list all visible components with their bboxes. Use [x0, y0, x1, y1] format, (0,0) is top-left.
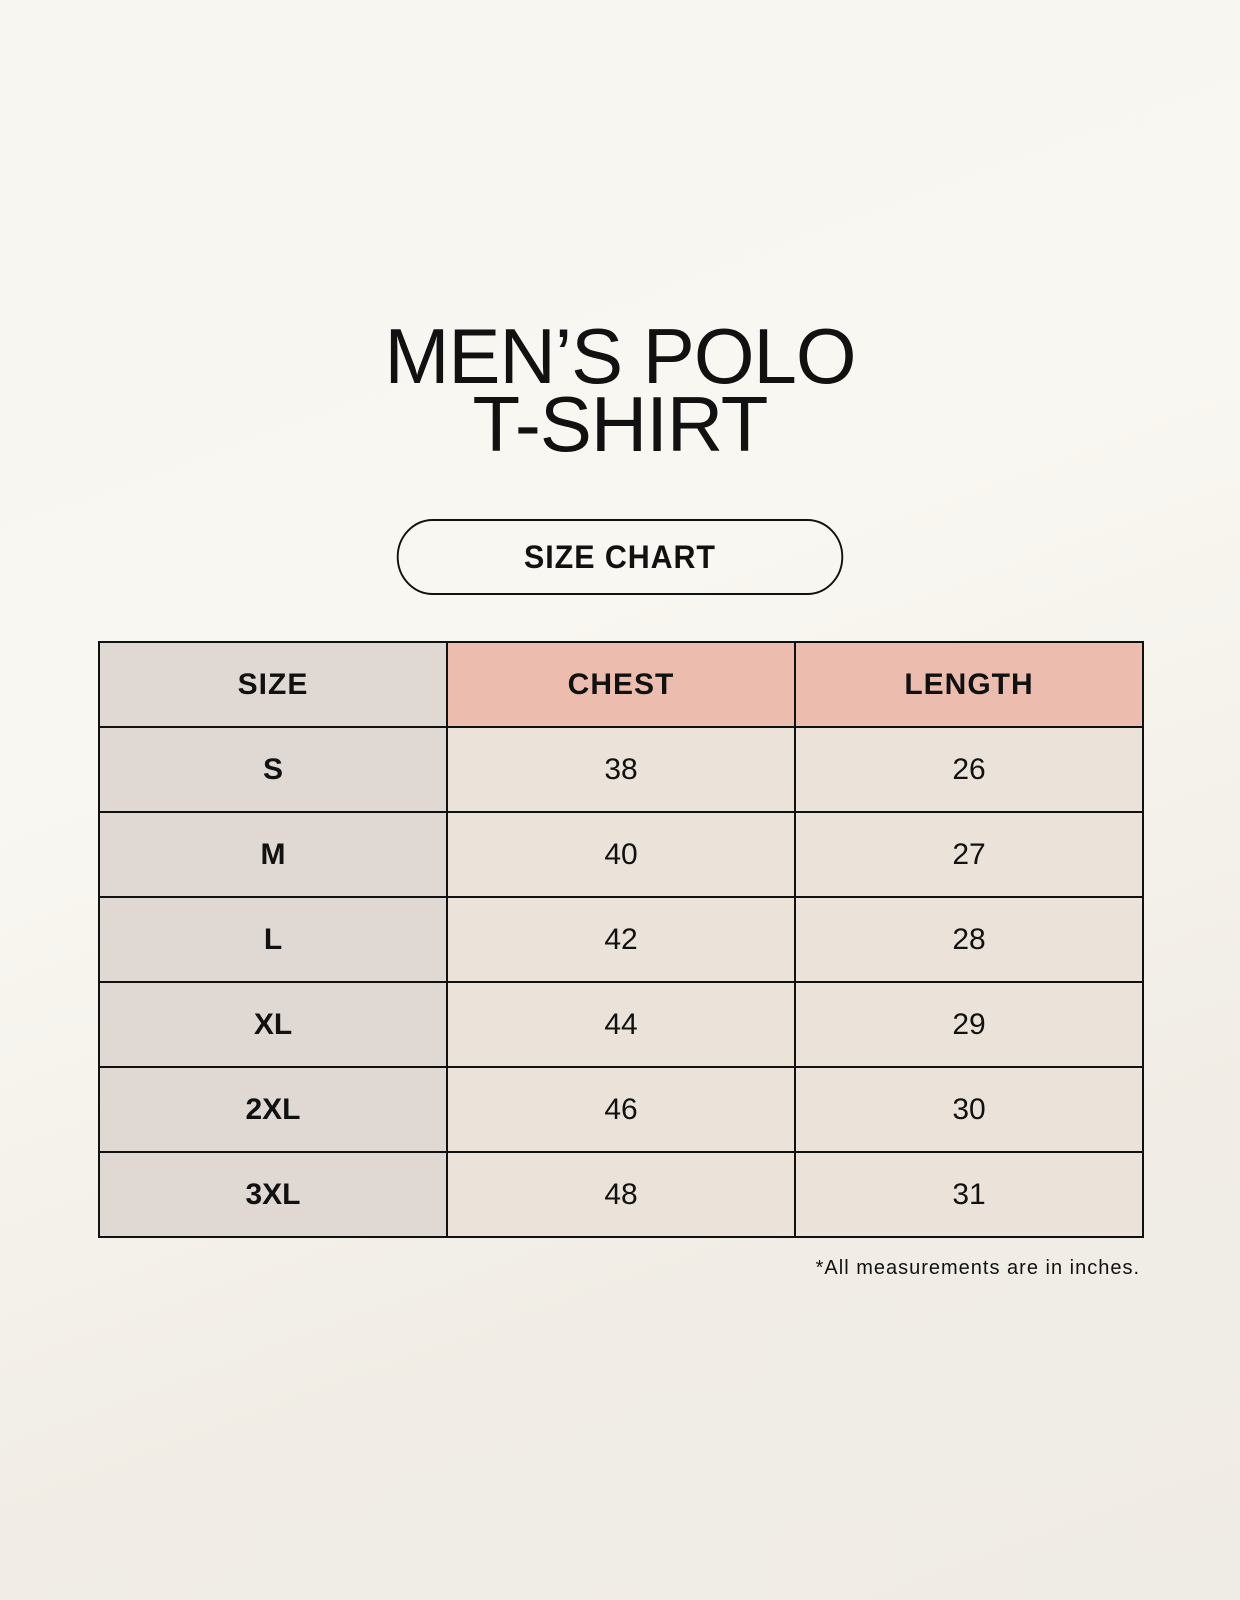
cell-chest: 40: [446, 811, 796, 898]
table-row: XL 44 29: [98, 981, 1144, 1068]
cell-chest: 48: [446, 1151, 796, 1238]
cell-chest: 46: [446, 1066, 796, 1153]
cell-size: L: [98, 896, 448, 983]
cell-length: 27: [794, 811, 1144, 898]
header-length: LENGTH: [794, 641, 1144, 728]
title-line-2: T-SHIRT: [472, 380, 769, 468]
cell-length: 28: [794, 896, 1144, 983]
cell-size: M: [98, 811, 448, 898]
table-row: 3XL 48 31: [98, 1151, 1144, 1238]
table-row: S 38 26: [98, 726, 1144, 813]
cell-length: 29: [794, 981, 1144, 1068]
size-chart-badge: SIZE CHART: [396, 519, 844, 595]
cell-length: 26: [794, 726, 1144, 813]
cell-chest: 44: [446, 981, 796, 1068]
table-row: L 42 28: [98, 896, 1144, 983]
footnote: *All measurements are in inches.: [815, 1257, 1140, 1279]
cell-length: 31: [794, 1151, 1144, 1238]
cell-size: S: [98, 726, 448, 813]
table-row: 2XL 46 30: [98, 1066, 1144, 1153]
header-size: SIZE: [98, 641, 448, 728]
cell-chest: 38: [446, 726, 796, 813]
cell-chest: 42: [446, 896, 796, 983]
header-chest: CHEST: [446, 641, 796, 728]
page-title: MEN’S POLO T-SHIRT: [0, 312, 1240, 468]
table-header-row: SIZE CHEST LENGTH: [98, 641, 1144, 728]
cell-length: 30: [794, 1066, 1144, 1153]
table-row: M 40 27: [98, 811, 1144, 898]
title-line-1: MEN’S POLO: [384, 312, 856, 400]
cell-size: 2XL: [98, 1066, 448, 1153]
cell-size: XL: [98, 981, 448, 1068]
size-table: SIZE CHEST LENGTH S 38 26 M 40 27 L 42 28 XL 44 29 2…: [98, 641, 1144, 1238]
cell-size: 3XL: [98, 1151, 448, 1238]
